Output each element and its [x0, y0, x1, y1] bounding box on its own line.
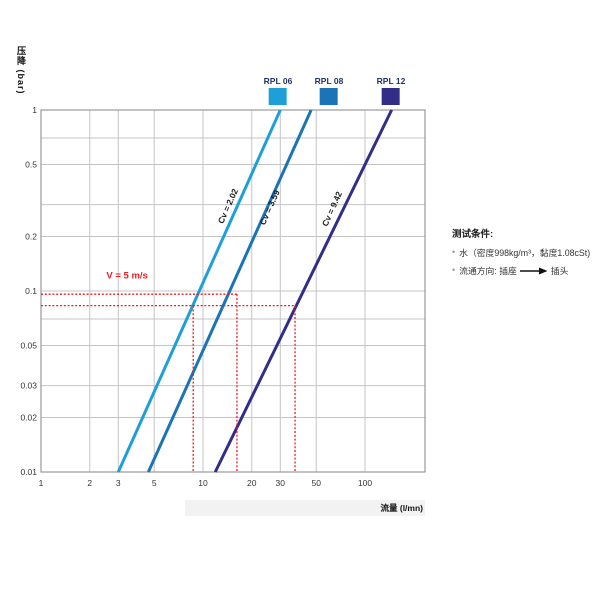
condition-text-suffix: 插头	[550, 266, 569, 276]
svg-text:10: 10	[198, 478, 208, 488]
bullet-icon: •	[452, 247, 456, 257]
bullet-icon: •	[452, 265, 456, 275]
svg-text:100: 100	[358, 478, 372, 488]
svg-text:0.1: 0.1	[25, 286, 37, 296]
conditions-title: 测试条件:	[452, 229, 494, 240]
svg-text:1: 1	[39, 478, 44, 488]
flow-axis-band: 流量 (l/mn)	[185, 500, 425, 516]
svg-text:0.03: 0.03	[20, 381, 37, 391]
condition-item-water: • 水（密度998kg/m³，黏度1.08cSt)	[452, 246, 598, 259]
svg-text:0.5: 0.5	[25, 159, 37, 169]
svg-text:0.05: 0.05	[20, 340, 37, 350]
svg-text:50: 50	[311, 478, 321, 488]
svg-text:0.2: 0.2	[25, 232, 37, 242]
svg-text:2: 2	[87, 478, 92, 488]
svg-text:0.01: 0.01	[20, 467, 37, 477]
svg-text:Cv = 9.42: Cv = 9.42	[320, 190, 344, 228]
test-conditions-panel: 测试条件: • 水（密度998kg/m³，黏度1.08cSt) • 流通方向: …	[452, 226, 598, 282]
svg-text:Cv = 3.59: Cv = 3.59	[258, 188, 282, 226]
svg-text:5: 5	[152, 478, 157, 488]
condition-text-prefix: 流通方向: 插座	[459, 266, 517, 276]
svg-text:3: 3	[116, 478, 121, 488]
svg-text:0.02: 0.02	[20, 413, 37, 423]
pressure-axis-title: 压降 (bar)	[16, 46, 26, 95]
condition-item-flow-direction: • 流通方向: 插座 插头	[452, 264, 598, 277]
svg-text:30: 30	[276, 478, 286, 488]
condition-text: 水（密度998kg/m³，黏度1.08cSt)	[459, 248, 591, 258]
svg-text:V = 5 m/s: V = 5 m/s	[106, 271, 147, 282]
svg-text:1: 1	[32, 105, 37, 115]
svg-text:20: 20	[247, 478, 257, 488]
flow-axis-label: 流量 (l/mn)	[380, 503, 424, 513]
flow-direction-arrow-icon	[519, 267, 548, 274]
